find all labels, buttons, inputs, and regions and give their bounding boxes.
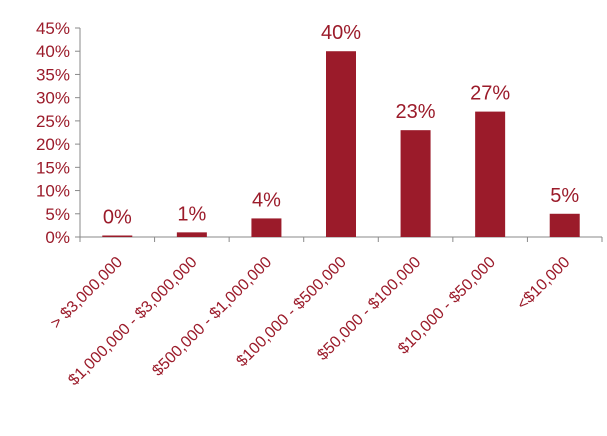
y-tick-label: 15% <box>36 158 70 177</box>
data-label: 4% <box>252 189 281 211</box>
x-tick-label: $1,000,000 - $3,000,000 <box>65 254 200 389</box>
data-label: 1% <box>177 203 206 225</box>
bar <box>475 111 506 237</box>
bar <box>176 232 207 237</box>
bar <box>326 51 356 237</box>
y-tick-label: 0% <box>45 228 70 247</box>
data-labels: 0% 1% 4% 40% 23% 27% 5% <box>103 22 580 228</box>
data-label: 27% <box>470 83 510 105</box>
bar <box>102 235 133 237</box>
x-tick-label: > $3,000,000 <box>48 254 126 332</box>
y-tick-label: 35% <box>36 65 70 84</box>
x-tick-label: <$10,000 <box>514 254 574 314</box>
y-tick-label: 45% <box>36 19 70 38</box>
data-label: 23% <box>396 101 436 123</box>
data-label: 5% <box>550 185 579 207</box>
x-tick-label: $500,000 - $1,000,000 <box>149 254 275 380</box>
x-axis <box>79 236 603 242</box>
y-tick-label: 25% <box>36 112 70 131</box>
y-tick-label: 20% <box>36 135 70 154</box>
y-tick-label: 40% <box>36 42 70 61</box>
bar <box>400 130 431 237</box>
data-label: 40% <box>321 22 361 44</box>
bar <box>549 213 580 237</box>
y-tick-label: 10% <box>36 182 70 201</box>
bars <box>102 51 580 237</box>
y-tick-label: 5% <box>45 205 70 224</box>
data-label: 0% <box>103 207 132 229</box>
y-axis: 0% 5% 10% 15% 20% 25% 30% 35% 40% 45% <box>36 19 81 247</box>
y-tick-label: 30% <box>36 89 70 108</box>
bar <box>251 218 282 237</box>
x-tick-labels: > $3,000,000$1,000,000 - $3,000,000$500,… <box>48 254 574 389</box>
